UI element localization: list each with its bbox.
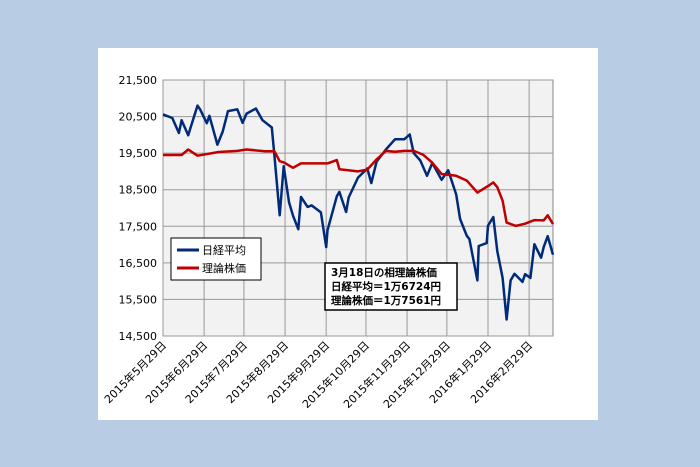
y-tick-label: 15,500	[119, 293, 158, 306]
y-tick-label: 20,500	[119, 111, 158, 124]
y-tick-label: 18,500	[119, 184, 158, 197]
y-tick-label: 16,500	[119, 257, 158, 270]
y-tick-label: 17,500	[119, 220, 158, 233]
annotation-text: 3月18日の相理論株価	[331, 266, 437, 279]
annotation-text: 理論株価＝1万7561円	[331, 294, 441, 307]
annotation-box	[324, 262, 458, 311]
series-line	[162, 104, 555, 321]
legend-box	[170, 237, 262, 281]
series-line	[163, 148, 555, 228]
annotation-text: 日経平均＝1万6724円	[331, 280, 441, 293]
y-tick-label: 19,500	[119, 147, 158, 160]
legend-label: 日経平均	[202, 244, 246, 257]
y-tick-label: 21,500	[119, 74, 158, 87]
y-tick-label: 14,500	[119, 330, 158, 343]
legend-label: 理論株価	[202, 261, 246, 275]
